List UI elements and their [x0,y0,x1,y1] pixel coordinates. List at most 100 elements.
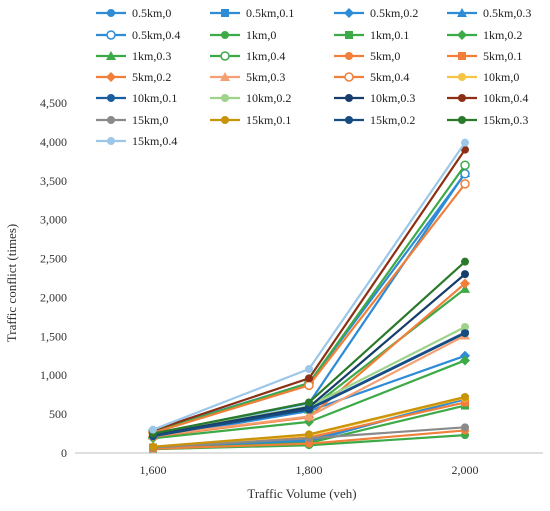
data-point [305,374,313,383]
series-group [148,168,470,438]
legend-label: 0.5km,0.2 [370,6,418,20]
legend-marker [457,30,467,40]
legend-marker [344,8,354,18]
legend-label: 10km,0.1 [132,91,177,105]
legend-marker [344,72,354,82]
data-point [460,160,470,170]
legend-marker [107,116,115,124]
legend-label: 0.5km,0.4 [132,28,180,42]
legend-label: 0.5km,0.1 [246,6,294,20]
y-tick-label: 1,000 [40,368,67,382]
legend-label: 0.5km,0 [132,6,171,20]
data-point [461,398,469,407]
series-line [152,183,466,434]
legend-item: 0.5km,0.3 [447,6,531,20]
legend-marker [458,94,466,102]
legend-label: 1km,0 [246,28,276,42]
legend-marker [221,94,229,102]
y-tick-label: 2,000 [40,290,67,304]
y-tick-label: 500 [49,407,67,421]
y-tick-label: 0 [61,446,67,460]
legend-marker [106,30,116,40]
y-axis-ticks: 0 500 1,000 1,500 2,000 2,500 3,000 3,500 4,000 4… [40,96,67,460]
x-axis-title: Traffic Volume (veh) [247,486,356,501]
legend-item: 10km,0 [447,70,519,84]
data-point [460,179,470,189]
legend-label: 1km,0.3 [132,49,171,63]
data-point [460,355,470,366]
legend-item: 5km,0.3 [210,70,285,84]
x-tick-label: 2,000 [452,463,479,477]
legend-item: 0.5km,0.4 [96,28,180,42]
data-point [460,278,470,289]
legend-marker [221,9,229,17]
legend-label: 10km,0.4 [483,91,528,105]
legend-label: 15km,0.4 [132,134,177,148]
legend-item: 1km,0.2 [447,28,522,42]
plot-area: 0 500 1,000 1,500 2,000 2,500 3,000 3,500 4,000 4… [40,96,543,477]
legend-item: 5km,0.2 [96,70,171,84]
legend-marker [458,73,466,81]
legend-item: 1km,0.4 [210,49,285,63]
legend-marker [345,116,353,124]
series-group [149,145,469,435]
data-point [305,365,313,373]
legend-item: 10km,0.2 [210,91,291,105]
legend-item: 5km,0.4 [334,70,409,84]
data-point [461,270,469,279]
legend-item: 15km,0 [96,113,168,127]
legend: 0.5km,0 0.5km,0.1 0.5km,0.2 0.5km,0.3 0.5km,… [96,6,531,148]
data-point [461,323,469,331]
legend-marker [458,116,466,124]
data-point [305,405,313,414]
data-point [149,425,157,434]
data-point [461,329,469,338]
legend-label: 0.5km,0.3 [483,6,531,20]
legend-item: 10km,0.4 [447,91,528,105]
x-axis-ticks: 1,600 1,800 2,000 [140,463,479,477]
legend-marker [106,72,116,82]
series-line [152,164,466,434]
legend-item: 15km,0.1 [210,113,291,127]
legend-item: 10km,0.1 [96,91,177,105]
y-tick-label: 4,000 [40,135,67,149]
data-point [461,423,469,432]
legend-marker [107,94,115,102]
legend-label: 5km,0 [370,49,400,63]
series-layer [148,138,470,454]
y-tick-label: 3,500 [40,174,67,188]
legend-label: 10km,0.2 [246,91,291,105]
legend-item: 0.5km,0.1 [210,6,294,20]
legend-label: 5km,0.3 [246,70,285,84]
legend-marker [106,51,116,60]
legend-label: 1km,0.1 [370,28,409,42]
data-point [304,380,314,391]
x-tick-label: 1,800 [296,463,323,477]
legend-item: 15km,0.2 [334,113,415,127]
legend-marker [107,137,115,145]
legend-marker [221,31,229,39]
series-group [149,138,469,434]
legend-item: 1km,0.3 [96,49,171,63]
legend-marker [458,52,466,60]
data-point [304,411,314,421]
data-point [461,393,469,401]
legend-label: 5km,0.4 [370,70,409,84]
legend-marker [345,31,353,39]
legend-marker [220,51,230,61]
data-point [305,398,313,407]
series-group [149,257,469,438]
series-group [149,393,469,451]
legend-label: 5km,0.2 [132,70,171,84]
legend-label: 15km,0 [132,113,168,127]
y-tick-label: 4,500 [40,96,67,110]
legend-label: 15km,0.1 [246,113,291,127]
legend-marker [345,52,353,60]
legend-marker [457,8,467,17]
legend-marker [345,94,353,102]
legend-item: 0.5km,0 [96,6,171,20]
legend-label: 10km,0 [483,70,519,84]
legend-label: 10km,0.3 [370,91,415,105]
legend-label: 1km,0.4 [246,49,285,63]
